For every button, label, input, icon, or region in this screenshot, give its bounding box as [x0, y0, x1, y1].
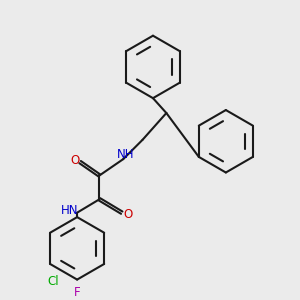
Text: O: O	[123, 208, 132, 220]
Text: F: F	[74, 286, 80, 299]
Text: HN: HN	[61, 204, 78, 217]
Text: O: O	[70, 154, 80, 167]
Text: Cl: Cl	[47, 275, 59, 288]
Text: NH: NH	[117, 148, 134, 161]
